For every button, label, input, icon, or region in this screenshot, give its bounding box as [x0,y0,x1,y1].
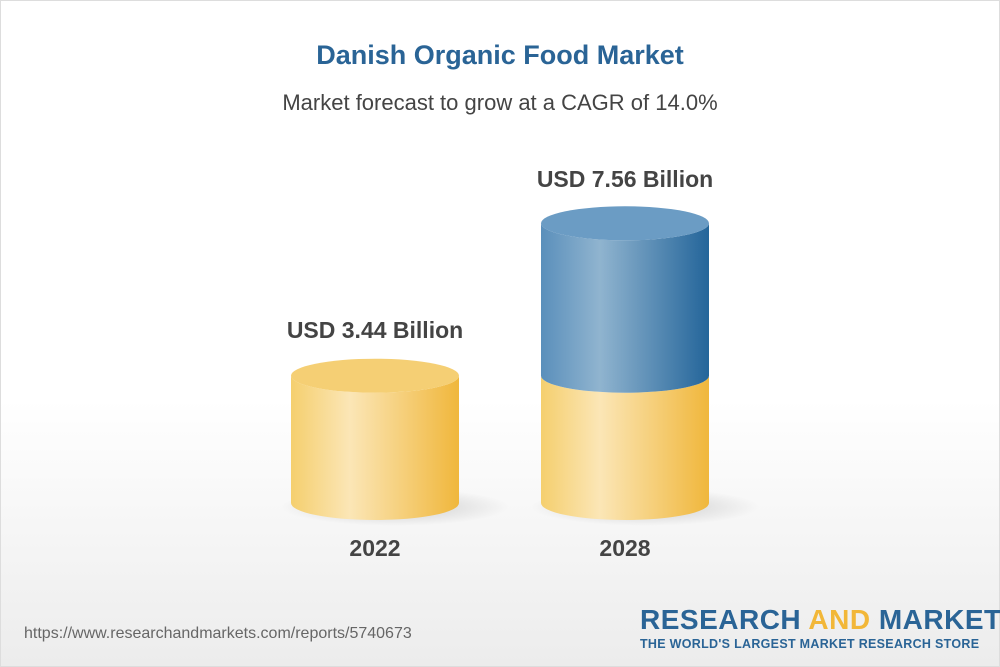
source-url[interactable]: https://www.researchandmarkets.com/repor… [24,625,412,642]
cylinder-growth-segment-2028 [541,223,709,393]
cylinder-base-segment-2028 [541,375,709,520]
data-label-2028: USD 7.56 Billion [537,166,713,192]
logo-word-and: AND [808,604,871,635]
research-and-markets-logo[interactable]: RESEARCH AND MARKETS THE WORLD'S LARGEST… [640,604,1000,651]
logo-word-markets: MARKETS [878,604,1000,635]
chart-area: USD 3.44 Billion USD 7.56 Billion 2022 2… [281,166,759,561]
chart-subtitle: Market forecast to grow at a CAGR of 14.… [282,90,718,115]
logo-word-research: RESEARCH [640,604,802,635]
logo-tagline: THE WORLD'S LARGEST MARKET RESEARCH STOR… [640,637,980,651]
chart-title: Danish Organic Food Market [316,40,684,70]
category-label-2022: 2022 [349,535,400,561]
cylinder-base-segment-2022 [291,375,459,520]
cylinder-top-2028 [541,206,709,241]
cylinder-top-2022 [291,358,459,393]
category-label-2028: 2028 [599,535,650,561]
data-label-2022: USD 3.44 Billion [287,317,463,343]
